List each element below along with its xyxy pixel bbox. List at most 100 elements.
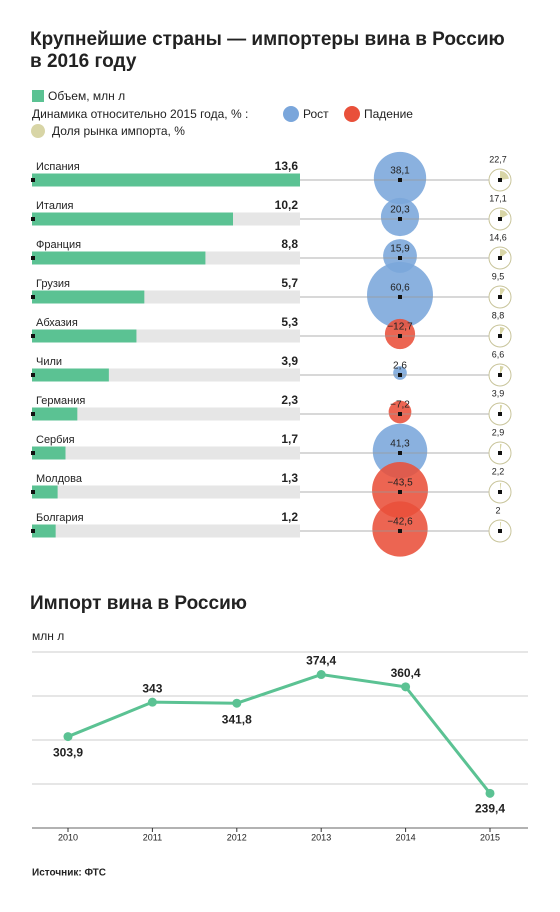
legend-label: Рост	[303, 107, 329, 121]
y-axis-label: млн л	[32, 629, 64, 643]
marker	[398, 373, 402, 377]
bar	[32, 173, 300, 187]
value-label: 5,3	[281, 315, 298, 329]
point	[485, 788, 495, 798]
pie-slice	[500, 366, 504, 375]
marker	[498, 178, 502, 182]
bar	[32, 485, 58, 499]
marker	[498, 295, 502, 299]
bar	[32, 446, 66, 460]
category-label: Грузия	[36, 278, 70, 290]
pie-slice	[500, 405, 503, 414]
bar-track	[32, 407, 300, 421]
marker	[31, 256, 35, 260]
value-label: 2,2	[492, 466, 505, 476]
marker	[31, 217, 35, 221]
bar-track	[32, 485, 300, 499]
marker	[398, 295, 402, 299]
value-label: 374,4	[306, 654, 336, 668]
pie-slice	[500, 522, 502, 531]
value-label: 14,6	[489, 232, 507, 242]
value-label: 1,3	[281, 471, 298, 485]
value-label: 1,7	[281, 432, 298, 446]
value-label: 22,7	[489, 154, 507, 164]
category-label: Молдова	[36, 473, 83, 485]
value-label: 2	[495, 505, 500, 515]
value-label: 1,2	[281, 510, 298, 524]
bar	[32, 212, 233, 226]
bar	[32, 251, 206, 265]
category-label: Абхазия	[36, 317, 78, 329]
marker	[398, 412, 402, 416]
category-label: Германия	[36, 395, 85, 407]
value-label: 3,9	[492, 388, 505, 398]
value-label: 10,2	[275, 198, 299, 212]
marker	[398, 178, 402, 182]
value-label: 2,6	[393, 361, 407, 372]
value-label: −43,5	[387, 478, 413, 489]
value-label: 8,8	[281, 237, 298, 251]
marker	[498, 451, 502, 455]
marker	[31, 178, 35, 182]
marker	[398, 529, 402, 533]
category-label: Сербия	[36, 434, 75, 446]
category-label: Чили	[36, 356, 62, 368]
legend-label: Динамика относительно 2015 года, % :	[32, 107, 248, 121]
marker	[31, 412, 35, 416]
point	[232, 698, 242, 708]
pie-slice	[500, 327, 505, 336]
marker	[31, 451, 35, 455]
point	[147, 697, 157, 707]
value-label: 303,9	[53, 746, 83, 760]
x-tick-label: 2012	[227, 832, 247, 842]
bar-track	[32, 446, 300, 460]
marker	[498, 529, 502, 533]
value-label: 341,8	[222, 712, 252, 726]
legend-label: Падение	[364, 107, 413, 121]
pie-slice	[500, 444, 502, 453]
source: Источник: ФТС	[32, 868, 106, 879]
value-label: 13,6	[275, 159, 299, 173]
marker	[31, 490, 35, 494]
value-label: 3,9	[281, 354, 298, 368]
point	[63, 732, 73, 742]
point	[401, 682, 411, 692]
pie-slice	[500, 288, 506, 297]
marker	[498, 490, 502, 494]
category-label: Болгария	[36, 512, 84, 524]
value-label: −7,2	[390, 400, 410, 411]
value-label: 5,7	[281, 276, 298, 290]
x-tick-label: 2010	[58, 832, 78, 842]
legend-label: Объем, млн л	[48, 89, 125, 103]
x-tick-label: 2014	[396, 832, 416, 842]
marker	[398, 490, 402, 494]
value-label: 15,9	[390, 244, 410, 255]
value-label: 6,6	[492, 349, 505, 359]
value-label: 360,4	[391, 666, 421, 680]
marker	[498, 334, 502, 338]
chart-title: Импорт вина в Россию	[30, 593, 247, 614]
marker	[498, 412, 502, 416]
bar	[32, 524, 56, 538]
category-label: Франция	[36, 239, 81, 251]
value-label: 9,5	[492, 271, 505, 281]
value-label: −12,7	[387, 322, 413, 333]
bar-track	[32, 524, 300, 538]
value-label: 60,6	[390, 283, 410, 294]
marker	[31, 373, 35, 377]
chart-title: Крупнейшие страны — импортеры вина в Рос…	[30, 29, 505, 50]
bar	[32, 407, 78, 421]
value-label: 17,1	[489, 193, 507, 203]
pie-slice	[500, 171, 509, 180]
marker	[31, 334, 35, 338]
bar	[32, 290, 145, 304]
marker	[31, 529, 35, 533]
legend-label: Доля рынка импорта, %	[52, 124, 185, 138]
legend-swatch	[32, 90, 44, 102]
x-tick-label: 2011	[143, 832, 162, 842]
marker	[398, 256, 402, 260]
value-label: 20,3	[390, 205, 410, 216]
marker	[398, 334, 402, 338]
pie-slice	[500, 483, 502, 492]
legend-swatch	[344, 106, 360, 122]
